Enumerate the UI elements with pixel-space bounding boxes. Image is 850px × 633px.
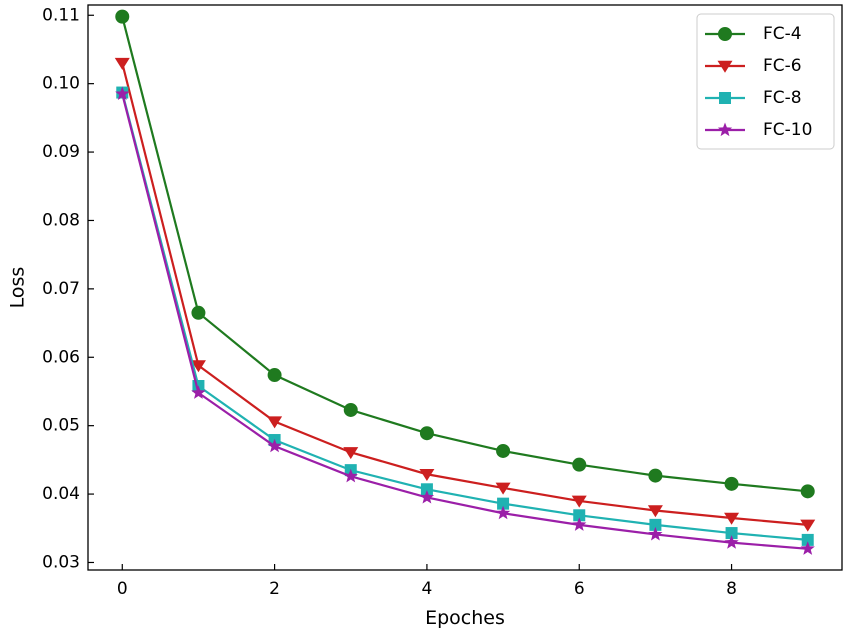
y-tick-label: 0.10 — [42, 74, 80, 94]
data-point-fc-6 — [190, 360, 206, 373]
series-fc-10 — [115, 86, 815, 555]
data-point-fc-4 — [648, 468, 663, 483]
data-point-fc-6 — [647, 505, 663, 518]
y-axis-label: Loss — [7, 267, 29, 309]
y-tick-label: 0.06 — [42, 347, 80, 367]
data-point-fc-10 — [267, 438, 282, 453]
data-point-fc-4 — [191, 305, 206, 320]
data-point-fc-8 — [725, 527, 738, 540]
axis-ticks: 0 2 4 6 8 0.03 0.04 0.05 0.06 0.07 0.08 0.09 0.10 0.1… — [42, 5, 737, 599]
data-point-fc-4 — [800, 484, 815, 499]
legend-marker-fc-6 — [717, 60, 733, 73]
x-tick-label: 4 — [422, 579, 433, 599]
data-point-fc-10 — [419, 489, 435, 504]
data-point-fc-10 — [495, 505, 511, 520]
data-point-fc-6 — [343, 447, 359, 460]
y-tick-label: 0.05 — [42, 416, 80, 436]
data-point-fc-10 — [648, 526, 663, 541]
series-fc-8 — [116, 86, 814, 546]
data-point-fc-6 — [419, 468, 435, 481]
data-point-fc-10 — [800, 541, 815, 555]
data-point-fc-6 — [495, 482, 511, 495]
data-point-fc-4 — [115, 9, 130, 24]
series-line-fc-4 — [121, 16, 808, 493]
y-tick-label: 0.09 — [42, 142, 80, 162]
legend-label-fc-10: FC-10 — [763, 120, 812, 140]
data-point-fc-4 — [496, 443, 511, 458]
data-point-fc-10 — [191, 385, 206, 399]
legend-marker-fc-8 — [719, 92, 731, 104]
data-point-fc-4 — [267, 368, 282, 383]
y-tick-label: 0.07 — [42, 279, 80, 299]
data-point-fc-4 — [724, 476, 739, 491]
x-tick-label: 8 — [726, 579, 737, 599]
legend-label-fc-6: FC-6 — [763, 56, 802, 76]
legend-marker-fc-10 — [717, 122, 733, 137]
y-tick-label: 0.08 — [42, 210, 80, 230]
data-point-fc-6 — [800, 519, 816, 532]
series-line-fc-8 — [121, 92, 808, 541]
x-tick-label: 2 — [269, 579, 280, 599]
y-tick-label: 0.04 — [42, 484, 80, 504]
data-point-fc-6 — [724, 512, 740, 525]
legend: FC-4 FC-6 FC-8 FC-10 — [696, 13, 835, 150]
series-line-fc-6 — [121, 62, 808, 526]
data-point-fc-4 — [572, 457, 587, 472]
legend-box — [696, 13, 835, 150]
data-point-fc-4 — [343, 402, 358, 417]
plot-frame — [87, 4, 843, 571]
legend-label-fc-8: FC-8 — [763, 88, 802, 108]
data-point-fc-4 — [419, 426, 434, 441]
data-point-fc-6 — [267, 416, 283, 429]
y-tick-label: 0.03 — [42, 552, 80, 572]
legend-label-fc-4: FC-4 — [763, 24, 802, 44]
data-point-fc-10 — [572, 517, 587, 531]
data-point-fc-6 — [571, 495, 587, 508]
data-point-fc-8 — [649, 518, 662, 531]
data-point-fc-6 — [114, 57, 130, 70]
x-axis-label: Epoches — [425, 607, 505, 629]
x-tick-label: 0 — [117, 579, 128, 599]
data-point-fc-8 — [801, 533, 814, 546]
data-point-fc-8 — [497, 497, 510, 510]
series-line-fc-10 — [121, 93, 808, 550]
x-tick-label: 6 — [574, 579, 585, 599]
series-fc-4 — [115, 9, 815, 499]
data-point-fc-8 — [420, 483, 433, 496]
series-fc-6 — [114, 57, 816, 532]
series-layer — [114, 9, 816, 555]
data-point-fc-10 — [724, 535, 739, 549]
legend-marker-fc-4 — [718, 27, 732, 41]
data-point-fc-10 — [115, 86, 130, 100]
y-tick-label: 0.11 — [42, 5, 80, 25]
data-point-fc-8 — [573, 509, 586, 522]
data-point-fc-10 — [343, 468, 358, 483]
